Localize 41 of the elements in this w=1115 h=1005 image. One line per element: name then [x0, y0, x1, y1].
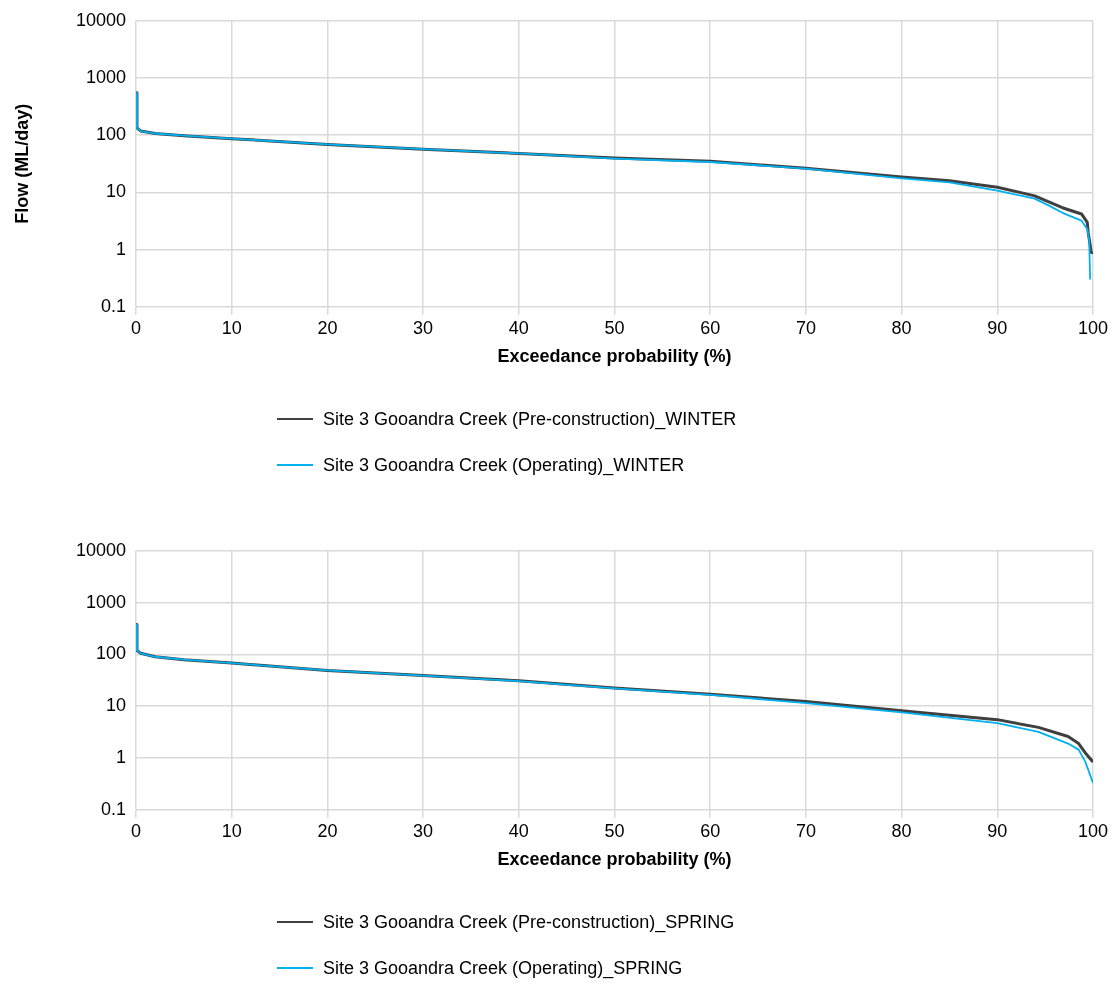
x-tick-label: 30: [413, 317, 434, 338]
legend-label: Site 3 Gooandra Creek (Operating)_WINTER: [323, 454, 685, 476]
x-tick-label: 20: [317, 317, 338, 338]
x-tick-label: 100: [1077, 820, 1109, 841]
x-tick-label: 60: [700, 820, 721, 841]
y-tick-label: 100: [95, 643, 126, 664]
y-tick-label: 0.1: [100, 295, 126, 316]
x-tick-label: 80: [891, 820, 912, 841]
x-tick-label: 70: [795, 317, 816, 338]
x-tick-label: 10: [221, 317, 242, 338]
y-axis-title: Flow (ML/day): [11, 103, 32, 224]
x-tick-label: 20: [317, 820, 338, 841]
y-tick-label: 10000: [75, 9, 126, 30]
y-tick-label: 10000: [75, 539, 126, 560]
x-tick-label: 60: [700, 317, 721, 338]
y-tick-label: 10: [105, 695, 126, 716]
legend-label: Site 3 Gooandra Creek (Operating)_SPRING: [323, 957, 683, 979]
x-tick-label: 0: [130, 317, 142, 338]
legend-label: Site 3 Gooandra Creek (Pre-construction)_SPRING: [323, 911, 735, 933]
x-axis-title: Exceedance probability (%): [497, 849, 732, 870]
x-tick-label: 100: [1077, 317, 1109, 338]
y-tick-label: 1: [115, 238, 126, 259]
y-tick-label: 0.1: [100, 798, 126, 819]
legend-label: Site 3 Gooandra Creek (Pre-construction)_WINTER: [323, 408, 737, 430]
y-tick-label: 1: [115, 746, 126, 767]
x-tick-label: 80: [891, 317, 912, 338]
x-tick-label: 0: [130, 820, 142, 841]
x-tick-label: 40: [508, 317, 529, 338]
y-tick-label: 100: [95, 124, 126, 145]
x-axis-title: Exceedance probability (%): [497, 346, 732, 367]
x-tick-label: 70: [795, 820, 816, 841]
y-tick-label: 1000: [85, 591, 126, 612]
x-tick-label: 50: [604, 820, 625, 841]
x-tick-label: 50: [604, 317, 625, 338]
y-tick-label: 1000: [85, 66, 126, 87]
x-tick-label: 90: [987, 317, 1008, 338]
x-tick-label: 30: [413, 820, 434, 841]
y-tick-label: 10: [105, 181, 126, 202]
x-tick-label: 40: [508, 820, 529, 841]
x-tick-label: 10: [221, 820, 242, 841]
x-tick-label: 90: [987, 820, 1008, 841]
